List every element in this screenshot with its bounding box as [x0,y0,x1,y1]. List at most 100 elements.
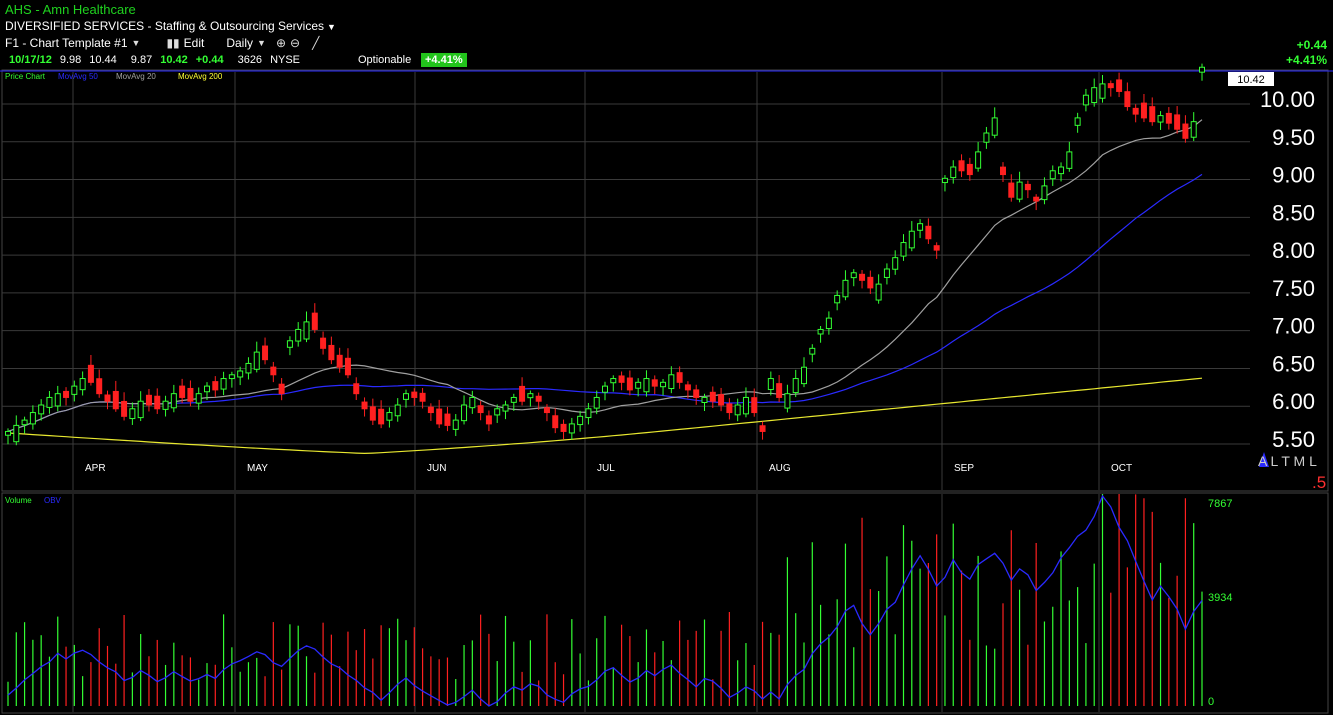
candle-body [245,362,252,374]
candle-body [568,423,575,434]
quote-close: 10.42 [160,54,188,66]
candle-body [1058,166,1065,175]
candle-body [552,415,559,429]
triangle-icon[interactable] [1259,452,1269,467]
candle-body [29,412,36,425]
candle-body [817,328,824,335]
candle-body [660,381,667,388]
obv-series [7,494,1203,707]
candle-body [469,396,476,409]
edit-button[interactable]: Edit [183,36,205,50]
candle-body [286,340,293,348]
candle-body [776,383,783,398]
candle-body [1132,107,1139,115]
chevron-down-icon[interactable]: ▼ [257,38,266,48]
month-label: OCT [1111,463,1132,474]
candle-body [626,377,633,391]
candle-body [145,394,152,406]
month-label: JUL [597,463,615,474]
change-abs: +0.44 [1296,38,1327,52]
candle-body [96,378,103,395]
candle-body [1157,115,1164,123]
optionable-label: Optionable [358,54,412,66]
candle-body [411,391,418,398]
candle-body [958,160,965,172]
candle-body [262,345,269,361]
candle-body [834,294,841,304]
volume-panel [1,492,1329,714]
candle-body [983,132,990,143]
candle-body [112,390,119,410]
candle-body [328,344,335,361]
candle-body [220,378,227,390]
candle-body [709,391,716,402]
candle-body [187,387,194,402]
obv-line [7,494,1203,707]
month-labels: APR MAY JUN JUL AUG SEP OCT [85,463,1132,474]
candle-body [1024,183,1031,191]
vol-tick-zero: 0 [1208,696,1214,708]
candle-body [510,396,517,403]
quote-volume: 3626 [237,54,263,66]
candle-body [502,404,509,412]
candle-body [809,347,816,355]
candle-body [369,406,376,421]
candle-body [1091,87,1098,104]
sector-label: DIVERSIFIED SERVICES - Staffing & Outsou… [5,19,325,33]
chevron-down-icon[interactable]: ▼ [131,38,141,48]
candle-body [767,378,774,391]
candle-body [1149,106,1156,123]
zoom-out-icon[interactable]: ⊖ [290,36,301,50]
candle-body [676,372,683,383]
candle-body [303,321,310,340]
candle-body [925,225,932,240]
candle-body [21,419,28,426]
candle-body [162,400,169,410]
month-label: SEP [954,463,974,474]
candle-body [1000,166,1006,176]
corner-indicator[interactable]: A L T M L .5 [1258,452,1326,492]
candle-body [1140,102,1147,119]
interval-select[interactable]: Daily [226,36,254,50]
candle-body [253,351,260,370]
candle-body [635,381,642,389]
candle-body [610,378,617,384]
draw-line-icon[interactable]: ╱ [312,36,320,50]
sector-industry[interactable]: DIVERSIFIED SERVICES - Staffing & Outsou… [5,19,336,33]
zoom-in-icon[interactable]: ⊕ [275,36,286,50]
candle-body [38,404,45,415]
candle-body [618,375,625,383]
y-tick-label: 8.00 [1272,238,1315,263]
legend-ma200: MovAvg 200 [178,72,223,81]
corner-num: .5 [1312,473,1326,492]
candle-body [1016,181,1023,200]
candle-body [643,378,650,393]
y-tick-label: 5.50 [1272,427,1315,452]
candle-body [1199,66,1205,73]
candle-body [494,408,501,416]
legend-volume: Volume [5,496,32,505]
template-select[interactable]: F1 - Chart Template #1 [5,36,128,50]
candle-body [543,407,550,414]
candle-body [577,415,584,426]
candle-body [908,230,915,249]
candle-body [361,401,368,410]
candle-body [461,404,468,422]
bar-chart-icon[interactable]: ▮▮ [166,36,180,50]
chevron-down-icon[interactable]: ▼ [327,22,336,32]
candle-body [602,385,608,393]
y-tick-label: 9.00 [1272,163,1315,188]
ma200-series [7,377,1203,455]
candle-body [585,408,592,419]
y-tick-label: 10.00 [1260,87,1315,112]
candle-body [1082,94,1089,106]
candle-body [477,405,484,414]
candle-body [427,406,434,414]
candle-body [991,117,998,136]
candle-body [1116,79,1123,92]
candle-body [1074,117,1081,126]
quote-exchange: NYSE [270,54,301,66]
candle-body [693,389,700,398]
candle-body [295,328,302,342]
